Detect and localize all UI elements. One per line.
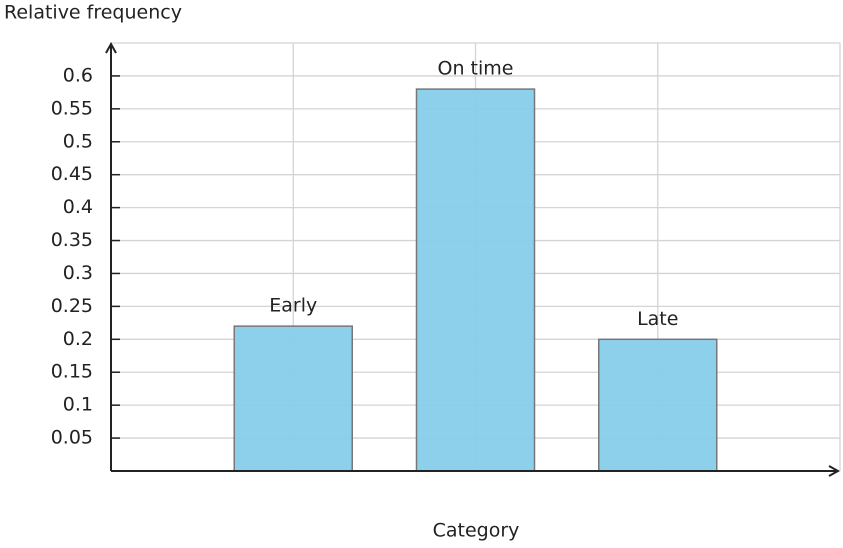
y-tick-label: 0.2	[63, 328, 93, 350]
category-label: Late	[637, 308, 678, 330]
y-tick-label: 0.35	[51, 229, 93, 251]
y-tick-label: 0.3	[63, 262, 93, 284]
y-tick-label: 0.25	[51, 295, 93, 317]
y-tick-label: 0.6	[63, 64, 93, 86]
category-label: On time	[438, 58, 514, 80]
y-axis-label: Relative frequency	[4, 2, 182, 24]
y-tick-label: 0.55	[51, 97, 93, 119]
y-tick-label: 0.15	[51, 361, 93, 383]
y-tick-label: 0.4	[63, 196, 93, 218]
x-axis-label: Category	[433, 520, 520, 542]
bar	[233, 325, 353, 472]
y-tick-label: 0.45	[51, 163, 93, 185]
y-tick-label: 0.1	[63, 394, 93, 416]
category-label: Early	[269, 295, 317, 317]
y-tick-label: 0.5	[63, 130, 93, 152]
bar	[598, 338, 718, 472]
y-tick-label: 0.05	[51, 427, 93, 449]
bar	[415, 88, 536, 472]
